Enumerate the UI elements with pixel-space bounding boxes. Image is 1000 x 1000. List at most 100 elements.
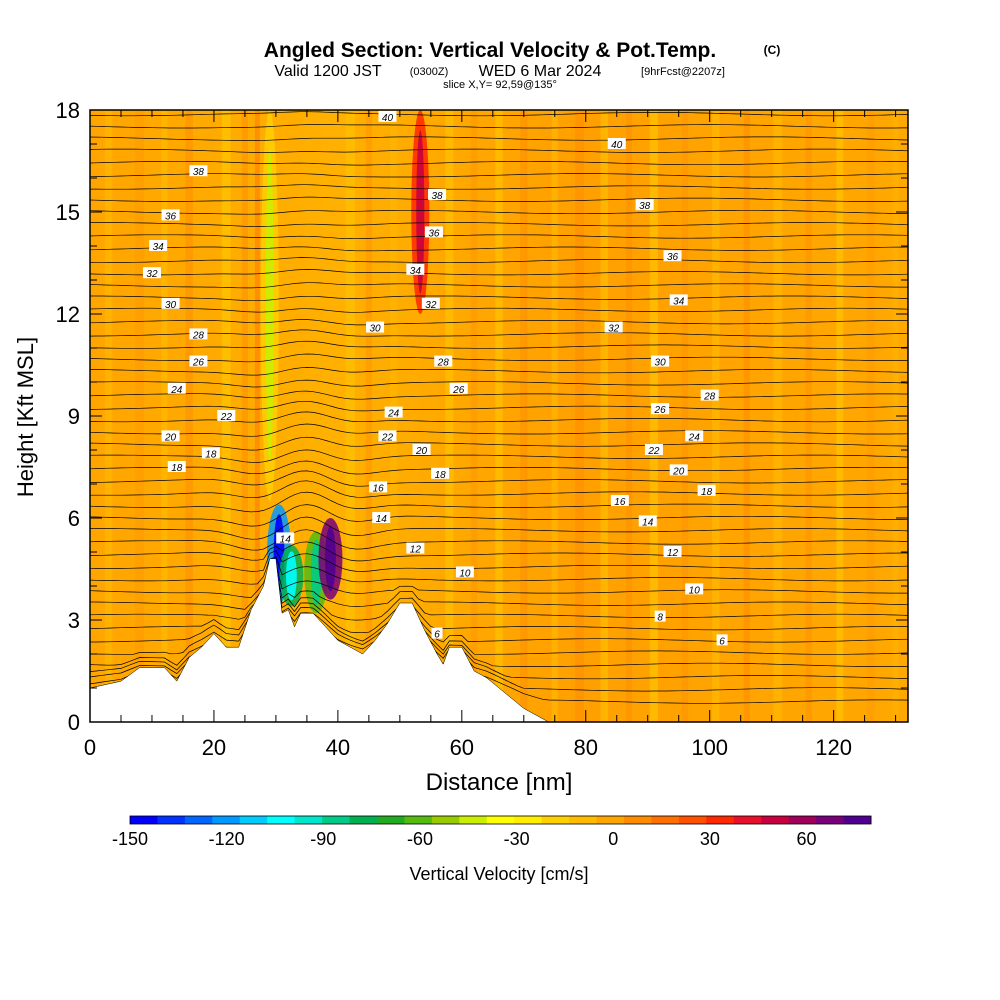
x-tick-label: 20 (202, 735, 226, 760)
colorbar-tick-label: -150 (112, 829, 148, 849)
contour-label-bg (142, 267, 161, 279)
contour-label-bg (434, 355, 453, 367)
isentrope-lines (90, 111, 908, 704)
contour-label: 26 (654, 405, 667, 416)
velocity-streak (681, 110, 689, 722)
contour-label-bg (449, 382, 468, 394)
contour-label-bg (167, 461, 186, 472)
contour-label-bg (431, 467, 450, 479)
contour-label-bg (378, 430, 397, 442)
isentrope-line (90, 282, 908, 289)
colorbar-segment (788, 816, 817, 824)
contour-label: 24 (387, 409, 400, 420)
y-tick-label: 15 (56, 200, 80, 225)
velocity-streak (836, 110, 844, 722)
updraft-cores (260, 110, 430, 614)
isentrope-line (90, 160, 908, 166)
isentrope-line (90, 209, 908, 215)
contour-label-bg (428, 189, 447, 200)
x-tick-label: 100 (691, 735, 728, 760)
contour-label: 40 (382, 113, 394, 124)
contour-label-bg (604, 321, 623, 333)
isentrope-line (90, 588, 908, 655)
contour-label: 14 (376, 514, 388, 525)
contour-label: 40 (611, 140, 623, 151)
x-tick-label: 0 (84, 735, 96, 760)
velocity-streak (104, 110, 113, 722)
colorbar-segment (651, 816, 680, 824)
contour-label: 10 (459, 568, 471, 579)
contour-label-bg (638, 515, 657, 527)
isentrope-line (90, 470, 908, 487)
contour-label-bg (663, 546, 682, 557)
isentrope-line (90, 550, 908, 572)
isentrope-line (90, 173, 908, 178)
isentrope-line (90, 234, 908, 240)
contour-label: 36 (667, 252, 679, 263)
colorbar-frame (129, 815, 872, 825)
contour-label: 20 (415, 446, 428, 457)
velocity-streak (712, 110, 720, 722)
contour-label: 34 (410, 266, 422, 277)
colorbar-segment (733, 816, 762, 824)
isentrope-line (90, 222, 908, 227)
chart-title: Angled Section: Vertical Velocity & Pot.… (264, 39, 716, 62)
contour-label-bg (716, 634, 728, 646)
contour-label-bg (189, 165, 208, 177)
contour-label-bg (685, 583, 704, 595)
contour-label: 32 (146, 269, 158, 280)
contour-label-bg (635, 199, 654, 211)
x-axis-label: Distance [nm] (426, 769, 573, 796)
contour-label-bg (406, 263, 425, 275)
velocity-streak (773, 110, 783, 722)
colorbar-label: Vertical Velocity [cm/s] (409, 864, 588, 884)
colorbar-segment (624, 816, 652, 824)
contour-label: 18 (205, 449, 217, 460)
colorbar-tick-label: 30 (700, 829, 720, 849)
contour-label: 32 (425, 300, 437, 311)
updraft-core-inner (265, 149, 274, 462)
velocity-streak (254, 110, 260, 722)
contour-label: 38 (193, 167, 205, 178)
chart-subtitle-forecast: [9hrFcst@2207z] (641, 66, 725, 78)
contour-label: 28 (703, 392, 716, 403)
velocity-streak (626, 110, 633, 722)
contour-label-bg (431, 627, 443, 639)
chart-subtitle-date: WED 6 Mar 2024 (479, 63, 602, 80)
colorbar-segment (157, 816, 186, 824)
isentrope-line (90, 460, 908, 475)
contour-label: 20 (672, 466, 685, 477)
colorbar-segment (239, 816, 268, 824)
colorbar-segment (459, 816, 488, 824)
colorbar-ticks: -150 -120 -90 -60 -30 0 30 60 (112, 829, 817, 849)
velocity-streak (520, 110, 528, 722)
contour-label-bg (217, 410, 236, 421)
colorbar-segment (130, 816, 158, 824)
velocity-streak (551, 110, 558, 722)
contour-label: 22 (647, 446, 660, 457)
velocity-streak (495, 110, 503, 722)
velocity-streak (471, 110, 478, 722)
colorbar-tick-label: -120 (209, 829, 245, 849)
colorbar-segment (431, 816, 460, 824)
colorbar-tick-label: 60 (797, 829, 817, 849)
contour-label: 6 (719, 636, 725, 647)
isentrope-line (90, 436, 908, 451)
isentrope-line (90, 529, 908, 551)
y-tick-label: 6 (68, 506, 80, 531)
velocity-streak (867, 110, 875, 722)
contour-label: 30 (655, 358, 667, 369)
contour-label-bg (161, 297, 180, 309)
isentrope-line (90, 563, 908, 598)
isentrope-line (90, 575, 908, 621)
terrain-profile (90, 558, 908, 722)
contour-label: 36 (165, 211, 177, 222)
velocity-streak (600, 110, 609, 722)
contour-label-bg (406, 542, 425, 554)
contour-label: 16 (373, 483, 385, 494)
contour-label: 20 (164, 432, 177, 443)
contour-label: 6 (434, 630, 440, 641)
contour-label-bg (421, 297, 440, 309)
contour-label: 38 (639, 201, 651, 212)
